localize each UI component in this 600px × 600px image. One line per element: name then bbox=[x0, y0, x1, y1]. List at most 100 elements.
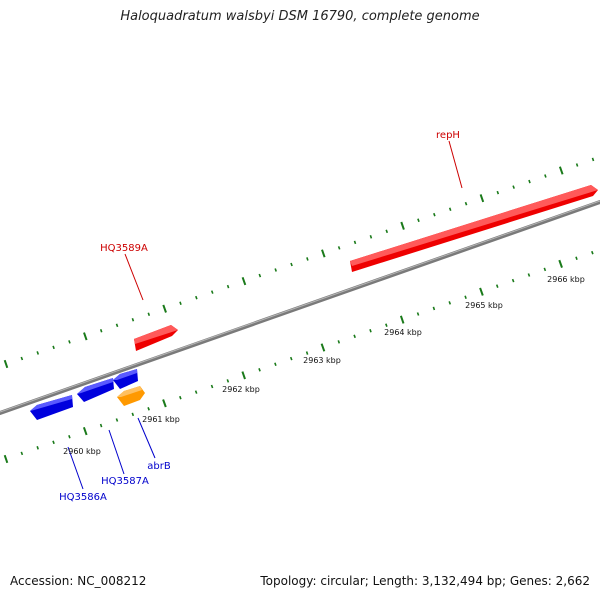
scale-label-2960: 2960 kbp bbox=[63, 447, 101, 456]
reverse-tick bbox=[131, 412, 135, 417]
HQ3586A-connector bbox=[67, 446, 84, 490]
genome-backbone bbox=[0, 200, 600, 415]
reverse-tick bbox=[448, 301, 452, 305]
scale-label-2964: 2964 kbp bbox=[384, 328, 422, 337]
forward-tick bbox=[544, 174, 547, 178]
forward-tick bbox=[337, 246, 341, 250]
backbone-highlight bbox=[0, 200, 600, 413]
reverse-tick bbox=[115, 418, 119, 422]
forward-tick bbox=[448, 207, 452, 211]
forward-tick bbox=[195, 295, 198, 300]
forward-tick bbox=[241, 276, 247, 286]
reverse-tick bbox=[179, 395, 182, 400]
reverse-tick bbox=[258, 368, 261, 372]
topology-text: Topology: circular; Length: 3,132,494 bp… bbox=[260, 574, 590, 588]
reverse-tick bbox=[464, 295, 467, 300]
forward-tick bbox=[479, 194, 485, 203]
gene-label-HQ3586A: HQ3586A bbox=[59, 492, 107, 503]
reverse-tick bbox=[416, 312, 420, 316]
reverse-tick bbox=[194, 390, 198, 394]
forward-tick bbox=[99, 329, 103, 333]
reverse-tick bbox=[591, 250, 594, 255]
repH-connector bbox=[448, 140, 463, 189]
reverse-tick bbox=[68, 434, 71, 439]
gene-abrB[interactable] bbox=[117, 386, 145, 406]
forward-tick bbox=[400, 221, 405, 230]
reverse-tick bbox=[82, 426, 88, 436]
forward-tick bbox=[3, 359, 9, 369]
gene-HQ3589A[interactable] bbox=[134, 325, 178, 351]
scale-label-2961: 2961 kbp bbox=[142, 415, 180, 424]
reverse-tick bbox=[495, 284, 499, 288]
reverse-tick bbox=[511, 278, 515, 283]
forward-tick bbox=[274, 268, 277, 272]
forward-tick bbox=[52, 345, 55, 350]
reverse-tick bbox=[575, 256, 578, 261]
forward-tick bbox=[290, 262, 293, 267]
forward-strand-ticks bbox=[3, 157, 595, 369]
gene-label-abrB: abrB bbox=[147, 461, 171, 472]
gene-label-HQ3587A: HQ3587A bbox=[101, 476, 149, 487]
reverse-tick bbox=[162, 399, 167, 408]
reverse-tick bbox=[543, 267, 547, 272]
forward-tick bbox=[210, 290, 214, 294]
forward-tick bbox=[258, 273, 262, 278]
reverse-tick bbox=[527, 273, 531, 277]
gene-repH[interactable] bbox=[350, 185, 598, 272]
gene-HQ3586A[interactable] bbox=[30, 395, 73, 420]
forward-tick bbox=[20, 356, 24, 361]
forward-tick bbox=[512, 185, 515, 189]
forward-tick bbox=[433, 212, 436, 217]
reverse-tick bbox=[289, 356, 293, 361]
reverse-tick bbox=[210, 384, 214, 389]
scale-label-2966: 2966 kbp bbox=[547, 275, 585, 284]
reverse-tick bbox=[320, 343, 326, 352]
forward-tick bbox=[131, 318, 135, 322]
forward-tick bbox=[496, 190, 500, 195]
forward-tick bbox=[575, 163, 579, 167]
forward-tick bbox=[528, 179, 531, 184]
scale-label-2963: 2963 kbp bbox=[303, 356, 341, 365]
reverse-tick bbox=[337, 340, 341, 344]
forward-tick bbox=[226, 284, 230, 289]
gene-HQ3587A[interactable] bbox=[77, 378, 114, 402]
reverse-tick bbox=[36, 446, 39, 450]
gene-label-HQ3589A: HQ3589A bbox=[100, 243, 148, 254]
forward-tick bbox=[464, 201, 468, 206]
reverse-tick bbox=[385, 323, 388, 327]
reverse-tick bbox=[52, 440, 55, 445]
gene-HQ3587A-small[interactable] bbox=[113, 369, 138, 389]
forward-tick bbox=[353, 240, 357, 245]
scale-label-2962: 2962 kbp bbox=[222, 385, 260, 394]
reverse-tick bbox=[241, 371, 246, 380]
reverse-tick bbox=[274, 362, 277, 366]
reverse-tick bbox=[432, 306, 436, 311]
forward-tick bbox=[591, 157, 595, 162]
reverse-tick bbox=[3, 454, 9, 464]
forward-tick bbox=[162, 304, 167, 313]
gene-label-repH: repH bbox=[436, 130, 460, 141]
forward-tick bbox=[179, 301, 182, 305]
reverse-strand-ticks bbox=[3, 250, 594, 464]
scale-label-2965: 2965 kbp bbox=[465, 301, 503, 310]
forward-tick bbox=[369, 235, 373, 239]
reverse-tick bbox=[479, 287, 484, 296]
accession-text: Accession: NC_008212 bbox=[10, 574, 147, 588]
forward-tick bbox=[558, 166, 564, 175]
forward-tick bbox=[36, 351, 40, 355]
forward-tick bbox=[306, 257, 309, 261]
reverse-tick bbox=[99, 423, 103, 428]
forward-tick bbox=[417, 218, 420, 223]
reverse-tick bbox=[399, 315, 405, 324]
reverse-tick bbox=[369, 328, 372, 333]
reverse-tick bbox=[353, 334, 356, 339]
reverse-tick bbox=[226, 379, 230, 383]
HQ3587A-connector bbox=[108, 429, 125, 475]
reverse-tick bbox=[305, 351, 309, 355]
reverse-tick bbox=[558, 259, 563, 268]
reverse-tick bbox=[147, 407, 150, 411]
abrB-connector bbox=[137, 417, 156, 459]
forward-tick bbox=[68, 340, 71, 344]
